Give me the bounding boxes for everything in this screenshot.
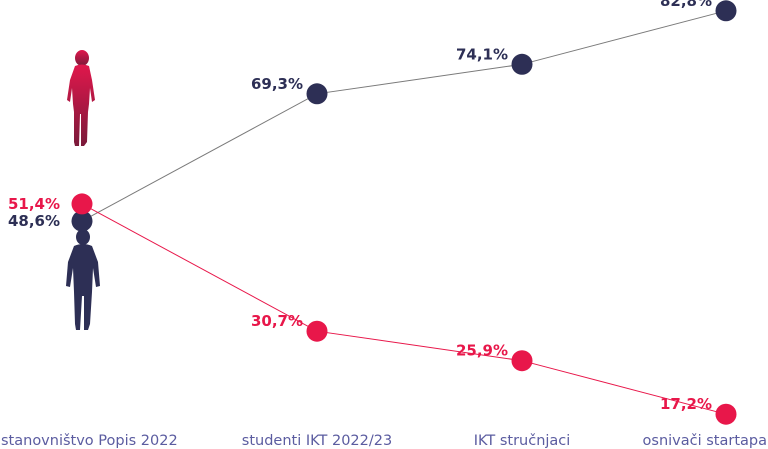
data-point	[71, 193, 93, 215]
category-label: studenti IKT 2022/23	[242, 433, 392, 449]
data-point	[715, 403, 737, 425]
data-point	[306, 320, 328, 342]
data-point	[511, 350, 533, 372]
data-label: 30,7%	[251, 312, 303, 330]
data-label: 74,1%	[456, 45, 508, 63]
series-line-0	[81, 10, 727, 222]
data-label: 48,6%	[8, 212, 60, 230]
data-point	[511, 53, 533, 75]
data-label: 25,9%	[456, 342, 508, 360]
data-label: 17,2%	[660, 395, 712, 413]
data-label: 69,3%	[251, 75, 303, 93]
data-label: 82,8%	[660, 0, 712, 10]
data-point	[715, 0, 737, 22]
male-silhouette-icon	[66, 229, 100, 330]
female-silhouette-icon	[67, 50, 95, 146]
category-label: IKT stručnjaci	[474, 433, 571, 449]
category-label: osnivači startapa	[643, 433, 767, 449]
data-label: 51,4%	[8, 195, 60, 213]
series-line-1	[81, 203, 727, 415]
category-label: stanovništvo Popis 2022	[1, 433, 178, 449]
data-point	[71, 210, 93, 232]
data-point	[306, 83, 328, 105]
